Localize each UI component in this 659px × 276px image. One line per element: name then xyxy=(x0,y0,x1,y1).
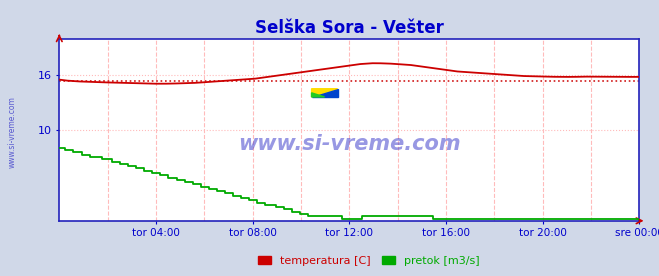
Polygon shape xyxy=(312,89,337,97)
Title: Selška Sora - Vešter: Selška Sora - Vešter xyxy=(255,19,444,37)
Text: www.si-vreme.com: www.si-vreme.com xyxy=(8,97,17,168)
Polygon shape xyxy=(312,93,325,97)
Legend: temperatura [C], pretok [m3/s]: temperatura [C], pretok [m3/s] xyxy=(254,251,484,270)
Text: www.si-vreme.com: www.si-vreme.com xyxy=(238,134,461,154)
Polygon shape xyxy=(312,89,337,97)
